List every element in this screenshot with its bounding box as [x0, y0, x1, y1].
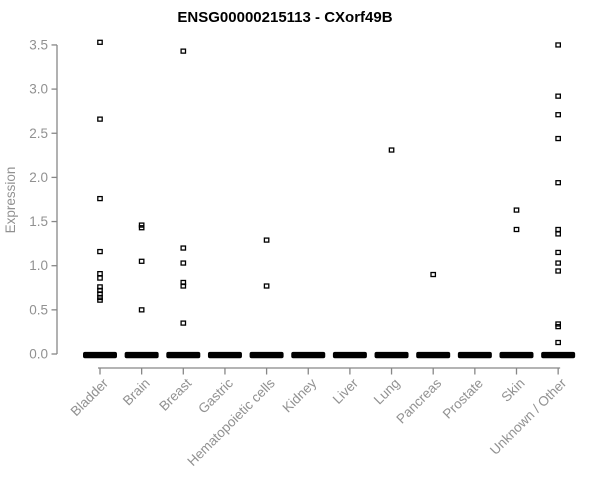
y-tick-label: 2.0 [29, 170, 48, 185]
data-point [555, 226, 562, 233]
x-tick-label: Unknown / Other [487, 375, 570, 458]
data-point [513, 226, 520, 233]
x-tick-label: Pancreas [393, 375, 444, 426]
zero-cluster-bar [332, 351, 367, 359]
data-point [555, 268, 562, 274]
zero-cluster-bar [541, 351, 576, 359]
x-tick-label: Bladder [68, 375, 112, 419]
data-point [138, 258, 145, 264]
y-tick-label: 3.0 [29, 82, 48, 97]
y-tick-label: 3.5 [29, 37, 48, 52]
data-point [180, 260, 187, 266]
data-point [97, 195, 103, 202]
zero-cluster-bar [416, 351, 451, 359]
zero-cluster-bar [166, 351, 201, 359]
zero-cluster-bar [291, 351, 326, 359]
data-point [555, 339, 562, 346]
x-tick-label: Liver [330, 375, 362, 407]
zero-cluster-bar [374, 351, 409, 359]
chart-title: ENSG00000215113 - CXorf49B [177, 9, 392, 26]
zero-cluster-bar [83, 351, 117, 359]
data-point [555, 112, 562, 118]
data-point [555, 180, 562, 186]
data-point [555, 323, 562, 330]
y-tick-label: 1.0 [29, 258, 48, 273]
y-axis-title: Expression [3, 167, 18, 234]
data-point [555, 249, 562, 256]
data-point [97, 39, 103, 45]
data-point [97, 248, 103, 255]
data-point [180, 320, 187, 326]
data-point [430, 271, 437, 278]
data-point [97, 297, 103, 303]
x-tick-label: Skin [498, 376, 527, 405]
y-tick-label: 1.5 [29, 214, 48, 229]
data-point [555, 135, 562, 142]
x-tick-label: Brain [120, 376, 153, 409]
y-tick-label: 0.5 [29, 302, 48, 317]
x-tick-label: Breast [156, 375, 194, 413]
data-point [97, 270, 103, 277]
data-point [97, 275, 103, 281]
y-tick-label: 0.0 [29, 347, 48, 362]
data-point [555, 231, 562, 237]
zero-cluster-bar [207, 351, 242, 359]
data-point [555, 260, 562, 266]
zero-cluster-bar [457, 351, 492, 359]
zero-cluster-bar [249, 351, 284, 359]
data-point [180, 48, 187, 54]
y-tick-label: 2.5 [29, 126, 48, 141]
data-point [513, 207, 520, 213]
data-point [388, 147, 395, 153]
x-tick-label: Prostate [440, 376, 486, 422]
data-point [97, 116, 103, 122]
data-point [263, 283, 270, 289]
zero-cluster-bar [124, 351, 159, 359]
x-tick-label: Kidney [280, 375, 320, 415]
data-point [180, 245, 187, 251]
data-point [138, 307, 145, 313]
x-tick-label: Lung [371, 376, 403, 408]
data-point [180, 283, 187, 289]
data-point [555, 93, 562, 99]
data-point [263, 237, 270, 243]
data-point [138, 225, 145, 231]
data-point [555, 42, 562, 48]
x-tick-label: Gastric [195, 375, 236, 416]
plot-area: 0.0 0.5 1.0 1.5 2.0 2.5 3.0 3.5 Bladder Brain Brea… [29, 37, 576, 469]
zero-cluster-bar [499, 351, 534, 359]
